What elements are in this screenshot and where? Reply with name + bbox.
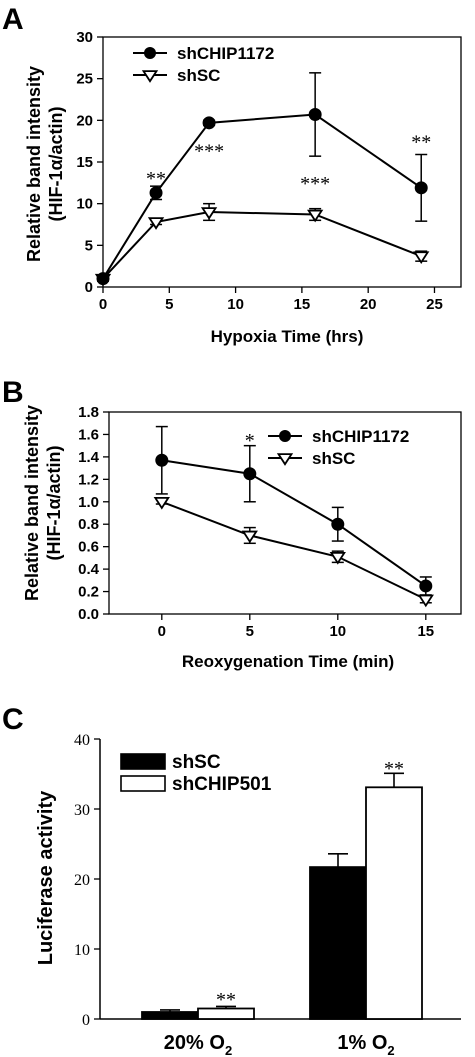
x-tick-label: 5	[246, 623, 254, 640]
significance-label: **	[384, 758, 404, 780]
x-tick-label: 5	[165, 296, 173, 313]
y-tick-label: 1.6	[78, 426, 99, 443]
data-point	[149, 186, 163, 200]
legend-label: shSC	[177, 66, 220, 85]
significance-label: **	[216, 989, 236, 1011]
legend: shCHIP1172 shSC	[268, 427, 409, 468]
y-tick-label: 1.8	[78, 404, 99, 421]
y-tick-label: 40	[74, 732, 90, 749]
data-point	[419, 579, 433, 593]
panel-b-x-axis-label: Reoxygenation Time (min)	[182, 652, 394, 671]
legend-label: shSC	[172, 752, 221, 773]
significance-label: ***	[300, 173, 330, 195]
panel-c-y-axis-label: Luciferase activity	[35, 790, 57, 965]
data-point	[155, 453, 169, 467]
legend-label: shCHIP1172	[312, 427, 409, 446]
bar-shSC	[141, 1011, 199, 1020]
x-tick-label: 0	[99, 296, 107, 313]
category-label: 20% O2	[164, 1032, 232, 1057]
data-point	[153, 496, 170, 510]
panel-b-y-label-line2: (HIF-1α/actin)	[44, 445, 64, 560]
y-tick-label: 25	[76, 71, 93, 88]
legend-marker	[144, 47, 156, 59]
data-point	[306, 209, 324, 223]
legend-label: shSC	[312, 449, 355, 468]
panel-b-y-axis-label: Relative band intensity (HIF-1α/actin)	[22, 405, 64, 601]
legend-label: shCHIP1172	[177, 44, 274, 63]
panel-a-y-axis-label: Relative band intensity (HIF-1α/actin)	[24, 66, 66, 262]
y-tick-label: 30	[76, 29, 93, 46]
legend-marker	[141, 70, 159, 83]
significance-label: ***	[194, 141, 224, 163]
data-point	[241, 530, 258, 544]
y-tick-label: 0.0	[78, 606, 99, 623]
x-tick-label: 10	[227, 296, 244, 313]
y-tick-label: 0.4	[78, 561, 100, 578]
panel-a-label: A	[2, 3, 24, 36]
y-tick-label: 0.2	[78, 584, 99, 601]
legend-label: shCHIP501	[172, 774, 272, 795]
bar-shCHIP501	[365, 786, 423, 1020]
category-label: 1% O2	[337, 1032, 394, 1057]
panel-a-y-label-line2: (HIF-1α/actin)	[46, 106, 66, 221]
x-tick-label: 15	[417, 623, 434, 640]
data-point	[243, 467, 257, 481]
y-tick-label: 10	[74, 942, 90, 959]
panel-a-x-axis-label: Hypoxia Time (hrs)	[211, 327, 364, 346]
panel-a: A Relative band intensity (HIF-1α/actin)…	[2, 3, 462, 346]
data-point	[414, 181, 428, 195]
x-tick-label: 25	[426, 296, 443, 313]
legend-marker	[279, 430, 291, 442]
data-point	[417, 594, 434, 608]
data-point	[329, 551, 346, 565]
significance-label: **	[411, 131, 431, 153]
panel-c-label: C	[2, 703, 24, 736]
y-tick-label: 0.8	[78, 516, 99, 533]
plot-frame	[108, 411, 462, 615]
legend: shCHIP1172 shSC	[133, 44, 274, 85]
y-tick-label: 0	[82, 1012, 90, 1029]
x-tick-label: 15	[294, 296, 311, 313]
bar-shSC	[309, 866, 367, 1020]
legend-swatch	[120, 753, 166, 770]
data-point	[331, 517, 345, 531]
y-tick-label: 0.6	[78, 539, 99, 556]
y-tick-label: 1.2	[78, 471, 99, 488]
series-line-shSC	[161, 500, 427, 601]
y-tick-label: 1.4	[78, 449, 100, 466]
y-tick-label: 20	[76, 112, 93, 129]
x-tick-label: 0	[158, 623, 166, 640]
x-tick-label: 10	[329, 623, 346, 640]
legend-marker	[276, 453, 294, 466]
y-tick-label: 10	[76, 196, 93, 213]
panel-b-y-label-line1: Relative band intensity	[22, 405, 42, 601]
x-tick-label: 20	[360, 296, 377, 313]
data-point	[413, 251, 430, 265]
y-tick-label: 20	[74, 872, 90, 889]
data-point	[308, 108, 322, 121]
y-tick-label: 15	[76, 154, 93, 171]
panel-b-label: B	[2, 376, 24, 409]
y-tick-label: 1.0	[78, 494, 99, 511]
data-point	[147, 217, 165, 230]
panel-b-plot: 0.0 0.2 0.4 0.6 0.8 1.0 1.2 1.4 1.6 1.8 0 5 10 15 * shC…	[78, 404, 462, 640]
panel-b: B Relative band intensity (HIF-1α/actin)…	[2, 376, 462, 671]
series-line-shSC	[102, 210, 422, 280]
y-tick-label: 0	[85, 279, 93, 296]
y-tick-label: 30	[74, 802, 90, 819]
panel-c: C Luciferase activity 0 10 20 30 40 20% O2 1% …	[2, 703, 461, 1057]
series-line-shCHIP1172	[161, 459, 427, 587]
significance-label: *	[245, 430, 255, 452]
data-point	[202, 116, 216, 130]
data-point	[200, 207, 218, 220]
panel-a-y-label-line1: Relative band intensity	[24, 66, 44, 262]
data-point	[96, 272, 110, 286]
significance-label: **	[146, 168, 166, 190]
legend-swatch	[120, 775, 166, 792]
y-tick-label: 5	[85, 237, 93, 254]
